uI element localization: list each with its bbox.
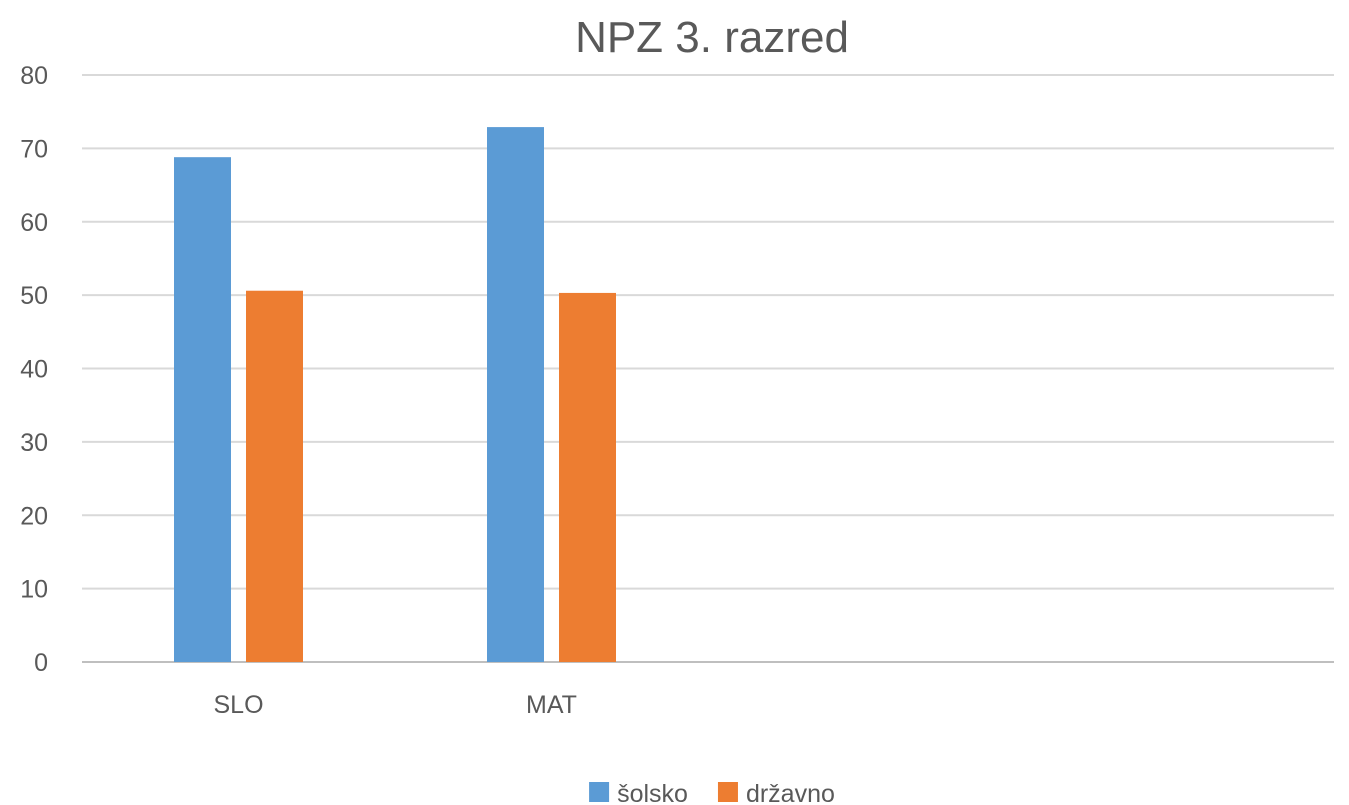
y-tick-label: 30 bbox=[20, 429, 48, 457]
bars bbox=[174, 127, 616, 662]
legend-label: državno bbox=[746, 780, 835, 805]
y-axis-tick-labels: 0 10 20 30 40 50 60 70 80 bbox=[20, 62, 48, 677]
bar-slo-series-1 bbox=[246, 290, 303, 662]
y-tick-label: 10 bbox=[20, 576, 48, 604]
y-tick-label: 60 bbox=[20, 209, 48, 237]
y-tick-label: 0 bbox=[34, 649, 48, 677]
x-category-label: MAT bbox=[526, 691, 577, 719]
legend: šolsko državno bbox=[589, 780, 835, 805]
y-tick-label: 40 bbox=[20, 356, 48, 384]
x-category-label: SLO bbox=[213, 691, 263, 719]
chart-title: NPZ 3. razred bbox=[575, 13, 849, 62]
legend-label: šolsko bbox=[617, 780, 688, 805]
bar-mat-series-0 bbox=[487, 127, 544, 662]
y-tick-label: 80 bbox=[20, 62, 48, 90]
y-tick-label: 50 bbox=[20, 282, 48, 310]
bar-mat-series-1 bbox=[559, 292, 616, 662]
x-axis-category-labels: SLO MAT bbox=[213, 691, 576, 719]
y-tick-label: 70 bbox=[20, 135, 48, 163]
bar-slo-series-0 bbox=[174, 157, 231, 662]
legend-swatch bbox=[589, 782, 610, 802]
legend-swatch bbox=[717, 782, 738, 802]
y-tick-label: 20 bbox=[20, 502, 48, 530]
